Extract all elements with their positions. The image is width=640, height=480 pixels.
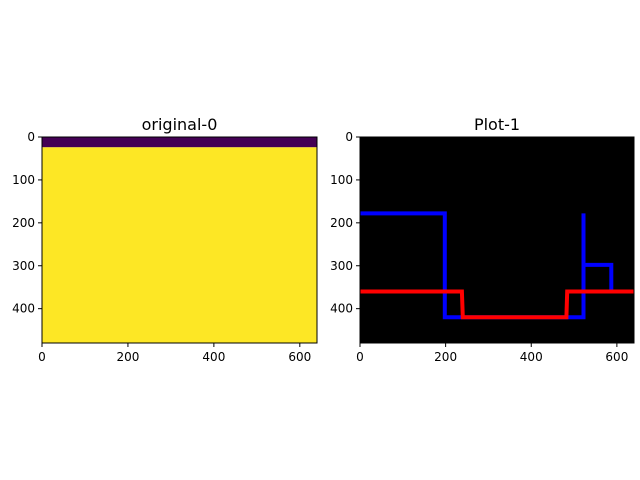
panel-title: original-0 xyxy=(142,115,218,134)
y-tick-label: 0 xyxy=(27,130,35,144)
x-tick-label: 0 xyxy=(38,350,46,364)
series-line-2 xyxy=(360,289,634,320)
y-tick-label: 200 xyxy=(330,216,353,230)
y-tick-label: 0 xyxy=(345,130,353,144)
axis-ticks: 0 200 400 600 0 100 200 300 400 xyxy=(12,130,311,364)
x-tick-label: 0 xyxy=(356,350,364,364)
axes-frame xyxy=(359,136,635,344)
panel-original-0: original-0 0 200 400 600 0 100 200 300 400 xyxy=(12,115,318,364)
panel-title: Plot-1 xyxy=(474,115,520,134)
y-tick-label: 400 xyxy=(330,302,353,316)
heatmap-cell-body xyxy=(42,147,317,343)
heatmap-area xyxy=(42,137,317,343)
series-line-0 xyxy=(360,211,586,320)
x-tick-label: 600 xyxy=(288,350,311,364)
y-tick-label: 200 xyxy=(12,216,35,230)
axis-ticks: 0 200 400 600 0 100 200 300 400 xyxy=(330,130,628,364)
plot-background xyxy=(360,137,634,343)
series-line-1 xyxy=(583,262,614,292)
y-tick-label: 400 xyxy=(12,302,35,316)
x-tick-label: 600 xyxy=(605,350,628,364)
line-plot-area xyxy=(360,211,634,320)
y-tick-label: 100 xyxy=(330,173,353,187)
x-tick-label: 400 xyxy=(202,350,225,364)
panel-plot-1: Plot-1 0 200 400 600 0 100 200 300 400 xyxy=(330,115,635,364)
x-tick-label: 200 xyxy=(116,350,139,364)
y-tick-label: 300 xyxy=(330,259,353,273)
heatmap-cell-top-band xyxy=(42,137,317,148)
axes-frame xyxy=(41,136,318,344)
y-tick-label: 100 xyxy=(12,173,35,187)
x-tick-label: 400 xyxy=(520,350,543,364)
x-tick-label: 200 xyxy=(434,350,457,364)
y-tick-label: 300 xyxy=(12,259,35,273)
